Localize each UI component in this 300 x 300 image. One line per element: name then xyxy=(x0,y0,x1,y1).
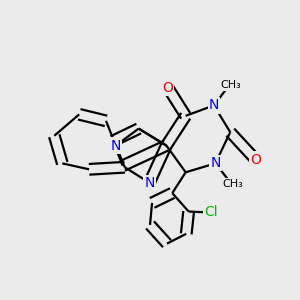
Text: CH₃: CH₃ xyxy=(223,179,244,189)
Text: O: O xyxy=(162,81,173,94)
Text: N: N xyxy=(209,98,219,112)
Text: Cl: Cl xyxy=(204,206,218,219)
Text: N: N xyxy=(111,139,121,152)
Text: CH₃: CH₃ xyxy=(221,80,242,90)
Text: O: O xyxy=(250,152,261,167)
Text: N: N xyxy=(210,156,220,170)
Text: N: N xyxy=(144,176,154,190)
